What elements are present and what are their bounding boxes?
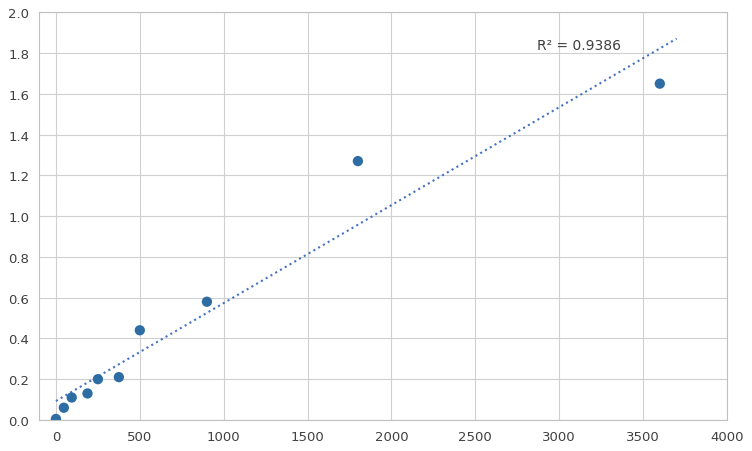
Text: R² = 0.9386: R² = 0.9386: [538, 39, 621, 53]
Point: [113, 374, 125, 381]
Point: [201, 299, 213, 306]
Point: [653, 81, 666, 88]
Point: [352, 158, 364, 166]
Point: [65, 394, 77, 401]
Point: [134, 327, 146, 334]
Point: [58, 404, 70, 411]
Point: [81, 390, 93, 397]
Point: [92, 376, 104, 383]
Point: [50, 415, 62, 423]
